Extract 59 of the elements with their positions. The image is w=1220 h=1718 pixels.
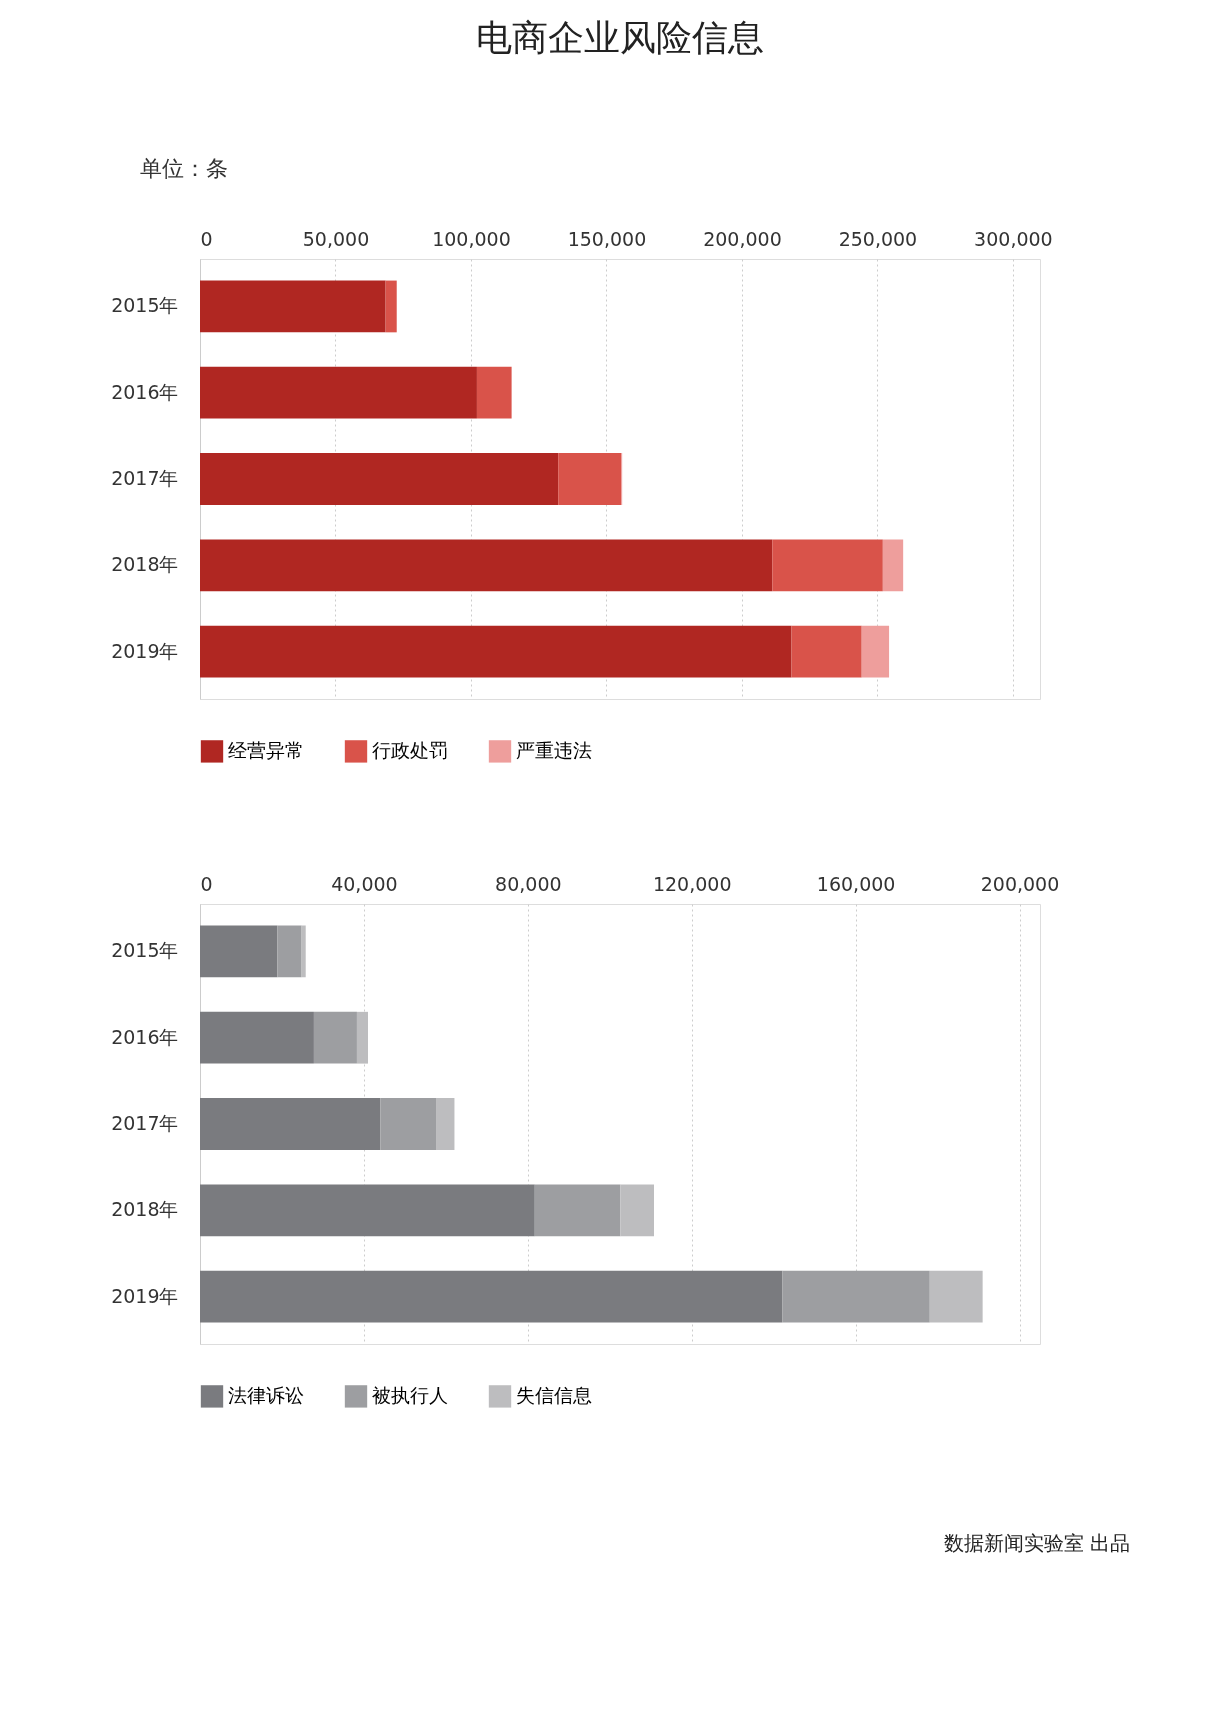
- x-tick-label: 150,000: [567, 227, 647, 250]
- x-tick-label: 0: [200, 872, 213, 895]
- bar: [200, 1270, 783, 1323]
- bar: [791, 625, 862, 678]
- y-tick-label: 2016年: [111, 1025, 179, 1048]
- x-tick-label: 40,000: [331, 872, 398, 895]
- bar: [929, 1270, 983, 1323]
- bar: [200, 1184, 535, 1237]
- bar: [200, 925, 278, 978]
- x-tick-label: 0: [200, 227, 213, 250]
- y-tick-label: 2018年: [111, 1198, 179, 1221]
- bar: [200, 1098, 381, 1150]
- bar: [277, 925, 302, 978]
- x-tick-label: 50,000: [302, 227, 370, 250]
- x-tick-label: 80,000: [495, 872, 562, 895]
- y-tick-label: 2019年: [111, 639, 179, 662]
- bar: [380, 1098, 437, 1150]
- bar: [558, 453, 622, 505]
- x-tick-label: 250,000: [838, 227, 918, 250]
- legend-label: 法律诉讼: [228, 1384, 304, 1407]
- x-tick-label: 160,000: [816, 872, 896, 895]
- bar: [200, 280, 386, 333]
- x-tick-label: 200,000: [703, 227, 782, 250]
- legend-label: 失信信息: [516, 1384, 592, 1407]
- bar: [782, 1270, 930, 1323]
- x-tick-label: 100,000: [432, 227, 511, 250]
- legend-label: 行政处罚: [372, 739, 448, 762]
- bar: [200, 366, 477, 419]
- y-tick-label: 2015年: [111, 294, 179, 317]
- bar: [200, 1011, 314, 1064]
- y-tick-label: 2015年: [111, 939, 179, 962]
- bar: [882, 539, 904, 592]
- y-tick-label: 2018年: [111, 553, 179, 576]
- y-tick-label: 2017年: [111, 1112, 179, 1134]
- bar: [620, 1184, 655, 1237]
- x-tick-label: 300,000: [974, 227, 1053, 250]
- bar: [200, 453, 559, 505]
- bar: [200, 625, 792, 678]
- bar: [534, 1184, 621, 1237]
- chart-title: 电商企业风险信息: [476, 17, 764, 58]
- bar: [356, 1011, 368, 1064]
- bar: [772, 539, 883, 592]
- legend-label: 被执行人: [372, 1384, 448, 1407]
- bar: [313, 1011, 357, 1064]
- bar: [200, 539, 773, 592]
- legend-label: 严重违法: [516, 739, 592, 762]
- y-tick-label: 2019年: [111, 1284, 179, 1307]
- y-tick-label: 2017年: [111, 467, 179, 489]
- bar: [385, 280, 397, 333]
- text: 单位：条: [140, 156, 228, 181]
- text: 数据新闻实验室 出品: [943, 1531, 1130, 1555]
- bar: [436, 1098, 455, 1150]
- x-tick-label: 200,000: [980, 872, 1060, 895]
- y-tick-label: 2016年: [111, 380, 179, 403]
- bar: [861, 625, 890, 678]
- bar: [301, 925, 306, 978]
- x-tick-label: 120,000: [652, 872, 732, 895]
- legend-label: 经营异常: [228, 739, 304, 762]
- bar: [476, 366, 512, 419]
